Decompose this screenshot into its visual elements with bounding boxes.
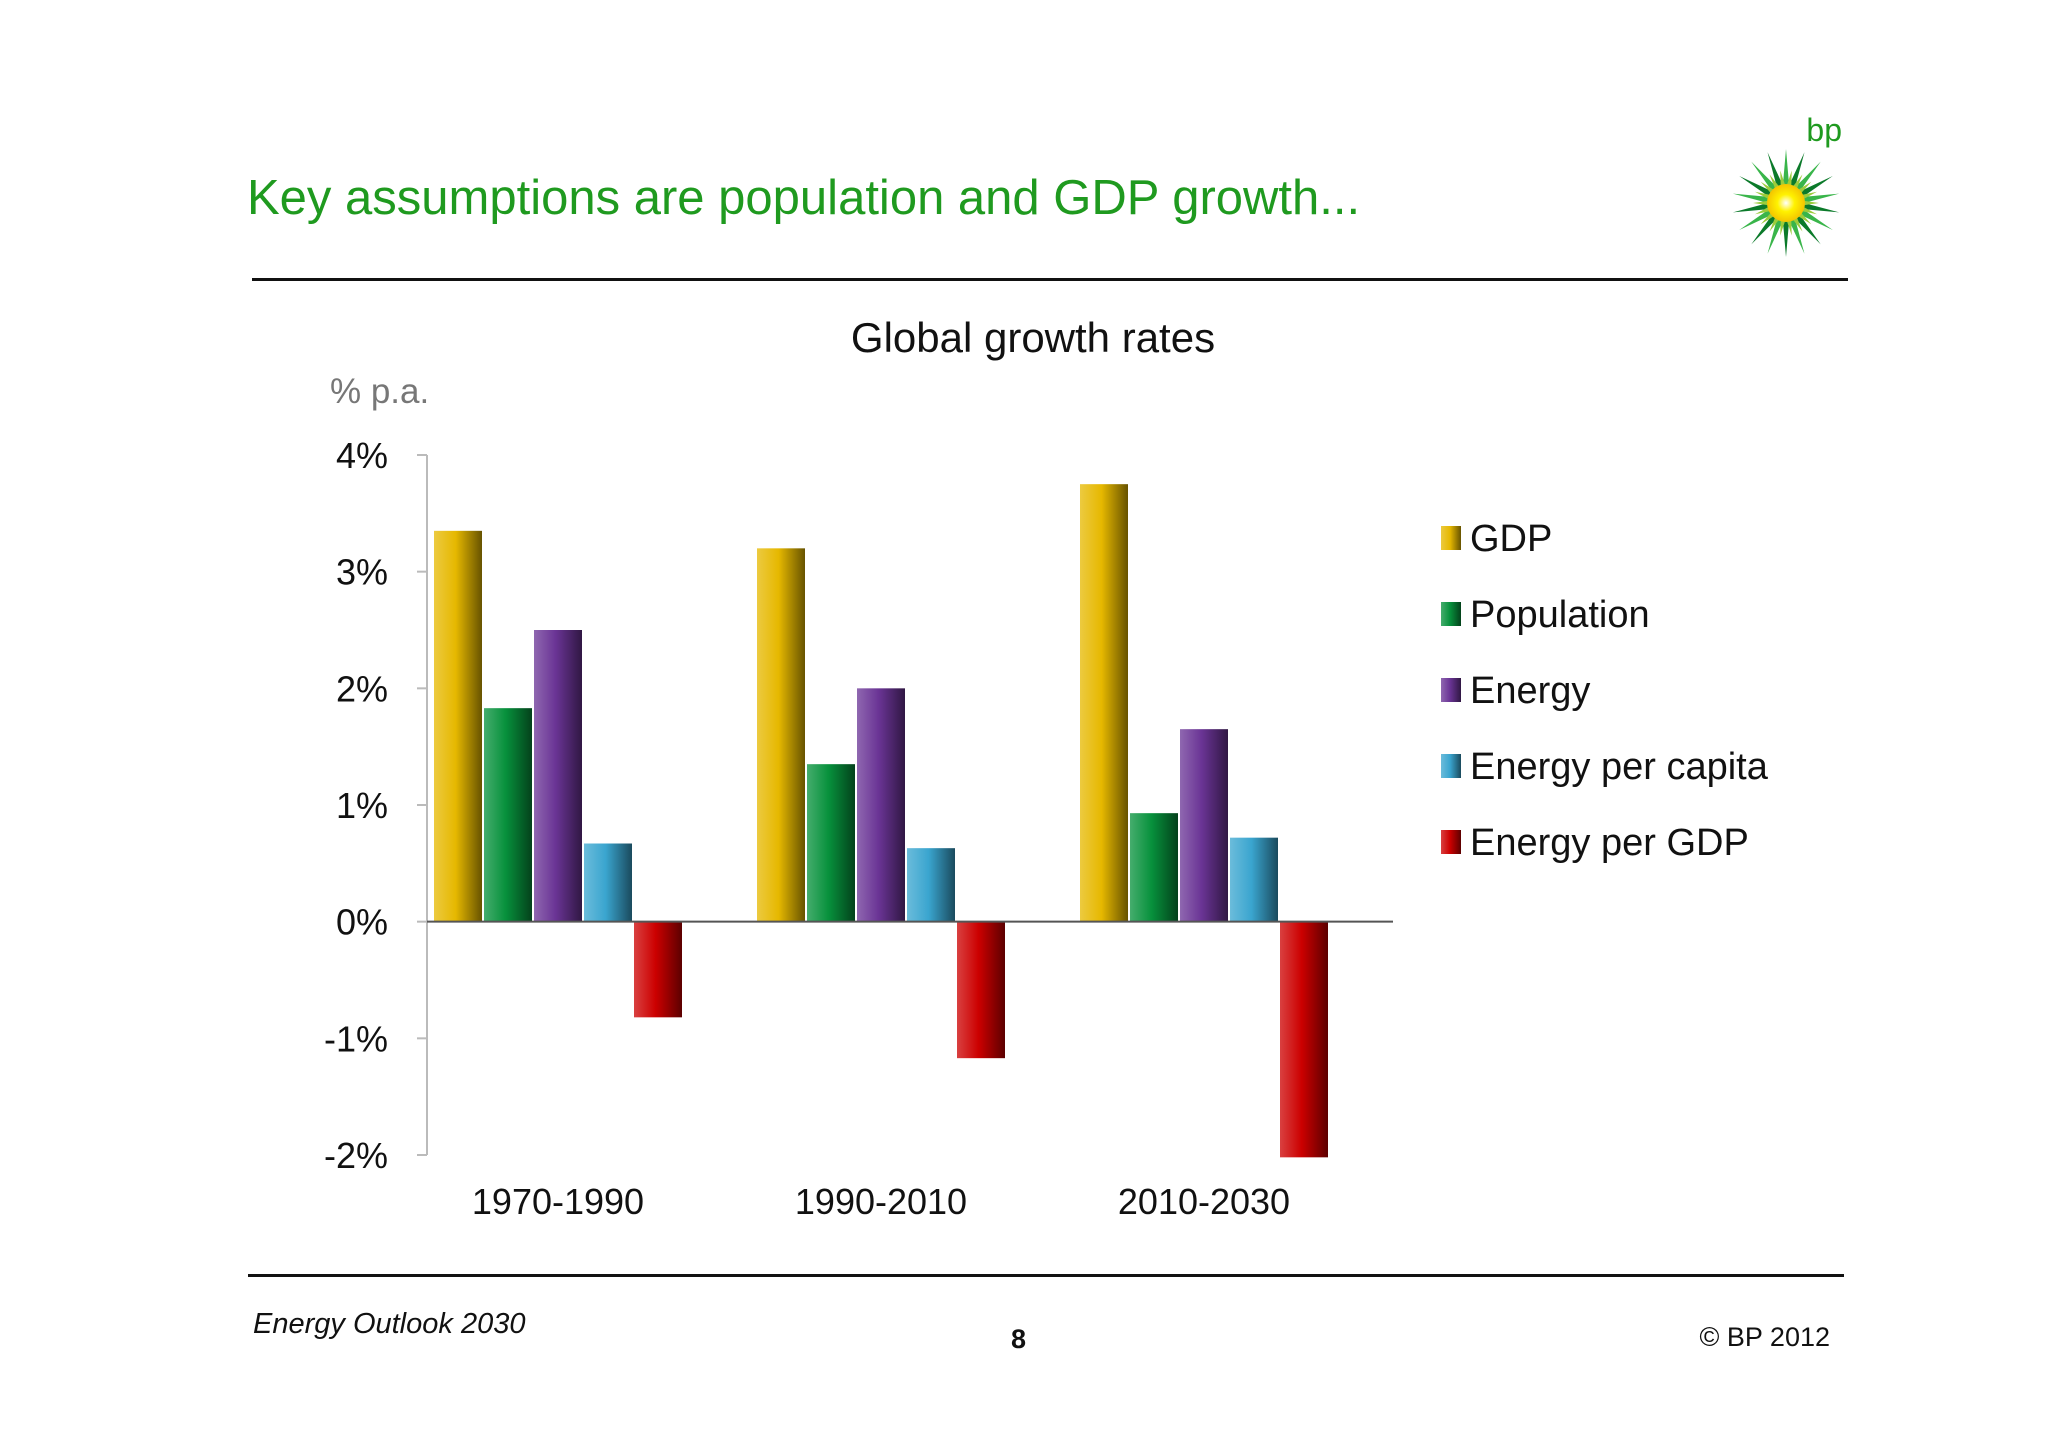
bars [434, 484, 1328, 1158]
legend-swatch [1441, 526, 1461, 550]
legend-label: Energy [1470, 670, 1590, 712]
legend-label: Population [1470, 594, 1650, 636]
slide-title: Key assumptions are population and GDP g… [247, 171, 1361, 225]
bar-energy-1990-2010 [857, 688, 905, 922]
y-tick-label: 2% [336, 668, 388, 709]
x-tick-label: 2010-2030 [1118, 1181, 1290, 1222]
bar-gdp-2010-2030 [1080, 484, 1128, 922]
legend-item-gdp: GDP [1441, 518, 1552, 560]
bar-population-1970-1990 [484, 708, 532, 922]
legend-swatch [1441, 602, 1461, 626]
legend-label: GDP [1470, 518, 1552, 560]
bar-energy-per-gdp-1990-2010 [957, 921, 1005, 1059]
y-tick-label: -2% [324, 1135, 388, 1176]
y-tick-label: 1% [336, 785, 388, 826]
y-tick-label: -1% [324, 1018, 388, 1059]
bar-gdp-1990-2010 [757, 548, 805, 922]
legend-item-energy: Energy [1441, 670, 1590, 712]
chart-title: Global growth rates [851, 314, 1215, 361]
bar-energy-per-gdp-1970-1990 [634, 921, 682, 1018]
legend-item-energy-per-capita: Energy per capita [1441, 746, 1769, 788]
legend-swatch [1441, 830, 1461, 854]
y-tick-label: 3% [336, 552, 388, 593]
bar-energy-per-gdp-2010-2030 [1280, 921, 1328, 1158]
legend-label: Energy per GDP [1470, 822, 1749, 864]
y-axis-unit-label: % p.a. [330, 372, 429, 411]
page-number: 8 [1011, 1324, 1027, 1354]
legend-label: Energy per capita [1470, 746, 1769, 788]
y-tick-label: 4% [336, 435, 388, 476]
legend: GDP Population Energy Energy per capita Ener… [1441, 518, 1769, 864]
bar-energy-per-capita-1970-1990 [584, 843, 632, 922]
y-tick-label: 0% [336, 902, 388, 943]
bar-population-1990-2010 [807, 764, 855, 922]
bar-population-2010-2030 [1130, 813, 1178, 922]
legend-item-energy-per-gdp: Energy per GDP [1441, 822, 1749, 864]
x-tick-label: 1990-2010 [795, 1181, 967, 1222]
bar-energy-2010-2030 [1180, 729, 1228, 922]
bar-energy-per-capita-2010-2030 [1230, 837, 1278, 922]
bp-logo: bp [1730, 112, 1842, 262]
legend-item-population: Population [1441, 594, 1650, 636]
footer-publication: Energy Outlook 2030 [253, 1308, 526, 1340]
bottom-divider [248, 1274, 1844, 1277]
bar-gdp-1970-1990 [434, 530, 482, 922]
x-tick-label: 1970-1990 [472, 1181, 644, 1222]
copyright: © BP 2012 [1699, 1322, 1831, 1352]
top-divider [252, 278, 1848, 281]
legend-swatch [1441, 754, 1461, 778]
y-axis: 4% 3% 2% 1% 0% -1% -2% [324, 435, 428, 1176]
x-axis: 1970-1990 1990-2010 2010-2030 [427, 920, 1393, 1222]
bp-wordmark: bp [1806, 112, 1842, 148]
bar-energy-1970-1990 [534, 630, 582, 922]
helios-icon [1732, 149, 1840, 257]
bar-energy-per-capita-1990-2010 [907, 848, 955, 922]
legend-swatch [1441, 678, 1461, 702]
